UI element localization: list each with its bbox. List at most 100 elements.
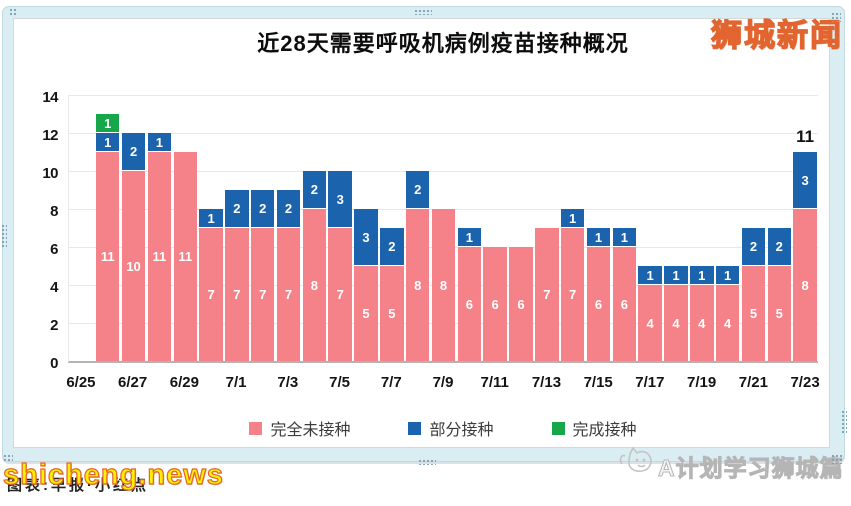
bar-segment[interactable]: 8	[431, 209, 456, 361]
bars-container: 11 1 1 10 2 11 1 11 7 1 7 2 7 2 7 2 8 2 7 3 5 3 5 2 8 2 8 6 1 6 6 7 7 1 6 1…	[69, 95, 818, 361]
selection-grip-right-middle[interactable]	[841, 410, 847, 433]
bar-segment[interactable]: 3	[354, 209, 378, 266]
x-tick-label: 6/27	[118, 374, 148, 391]
bar-segment[interactable]: 1	[560, 209, 585, 228]
x-tick-label: 6/25	[66, 374, 96, 391]
bar-segment[interactable]: 1	[715, 266, 740, 285]
bar-segment[interactable]: 6	[509, 247, 533, 361]
y-tick-label: 12	[42, 127, 58, 144]
bar-segment[interactable]: 11	[147, 152, 172, 361]
bar-segment[interactable]: 2	[405, 171, 430, 209]
bar-segment[interactable]: 2	[250, 190, 275, 228]
bar-segment[interactable]: 1	[96, 114, 120, 133]
plot-area[interactable]: 11 1 1 10 2 11 1 11 7 1 7 2 7 2 7 2 8 2 7 3 5 3 5 2 8 2 8 6 1 6 6 7 7 1 6 1…	[68, 95, 818, 363]
legend-label: 部分接种	[429, 422, 494, 439]
bar-segment[interactable]: 11	[96, 152, 120, 361]
bar-segment[interactable]: 2	[225, 190, 249, 228]
bar-segment[interactable]: 7	[225, 228, 249, 361]
bar-segment[interactable]: 7	[328, 228, 352, 361]
x-tick-label: 7/13	[531, 374, 562, 391]
x-tick-label: 7/7	[380, 374, 402, 391]
bar-segment[interactable]: 4	[715, 285, 740, 361]
bar-segment[interactable]: 7	[560, 228, 585, 361]
bar-segment[interactable]: 1	[586, 228, 611, 247]
bar-6-26: 11 1 1	[95, 95, 121, 361]
bar-segment[interactable]: 10	[121, 171, 146, 361]
x-tick-label: 7/3	[277, 374, 299, 391]
bar-segment[interactable]: 5	[767, 266, 791, 361]
legend-swatch	[551, 421, 565, 435]
y-tick-label: 10	[42, 165, 58, 182]
x-tick-label: 7/5	[329, 374, 350, 391]
bar-segment[interactable]: 3	[793, 152, 817, 209]
bar-segment[interactable]: 1	[96, 133, 120, 152]
bar-segment[interactable]: 1	[147, 133, 172, 152]
x-tick-label: 7/9	[432, 374, 454, 391]
bar-segment[interactable]: 7	[199, 228, 223, 361]
selection-grip-top-right[interactable]	[831, 12, 841, 22]
bar-segment[interactable]: 8	[793, 209, 817, 361]
bar-segment[interactable]: 5	[354, 266, 378, 361]
bar-segment[interactable]: 5	[380, 266, 404, 361]
chart-credit-text: 图表:早报·小红点	[7, 477, 149, 494]
bar-segment[interactable]: 8	[405, 209, 430, 361]
bar-total-label: 11	[796, 127, 815, 146]
bar-segment[interactable]: 6	[483, 247, 507, 361]
bar-segment[interactable]: 11	[173, 152, 197, 361]
legend-item[interactable]: 完成接种	[551, 416, 637, 440]
bar-segment[interactable]: 1	[690, 266, 714, 285]
bar-6-28: 11 1	[146, 95, 172, 361]
bar-segment[interactable]: 7	[276, 228, 301, 361]
bar-segment[interactable]: 3	[328, 171, 352, 228]
bar-segment[interactable]: 1	[457, 228, 482, 247]
selection-grip-bottom-middle[interactable]	[418, 459, 436, 465]
x-tick-label: 7/15	[583, 374, 613, 391]
site-logo-watermark: 狮城新闻	[710, 17, 843, 53]
bar-segment[interactable]: 6	[457, 247, 482, 361]
bar-7-13: 7	[534, 95, 560, 361]
x-tick-label: 7/19	[687, 374, 717, 391]
y-tick-label: 0	[50, 355, 58, 372]
x-axis: 6/25 6/27 6/29 7/1 7/3 7/5 7/7 7/9 7/11 7/13 7/15 7…	[66, 374, 819, 396]
bar-segment[interactable]: 7	[250, 228, 275, 361]
bar-segment[interactable]: 7	[535, 228, 559, 361]
bar-segment[interactable]: 2	[302, 171, 327, 209]
legend-swatch	[408, 421, 422, 435]
bar-6-25	[69, 95, 95, 361]
bar-segment[interactable]: 6	[586, 247, 611, 361]
selection-grip-top-left[interactable]	[9, 8, 18, 17]
chart-title[interactable]: 近28天需要呼吸机病例疫苗接种概况	[257, 31, 629, 56]
legend: 完全未接种 部分接种 完成接种	[68, 416, 818, 440]
bar-segment[interactable]: 1	[612, 228, 637, 247]
selection-grip-left-middle[interactable]	[1, 224, 7, 247]
bar-segment[interactable]: 2	[121, 133, 146, 171]
legend-item[interactable]: 部分接种	[408, 416, 494, 440]
bar-segment[interactable]: 2	[380, 228, 404, 266]
bar-segment[interactable]: 1	[664, 266, 688, 285]
bar-segment[interactable]: 2	[741, 228, 766, 266]
bar-segment[interactable]: 4	[638, 285, 662, 361]
y-tick-label: 14	[42, 89, 58, 106]
bar-segment[interactable]: 1	[199, 209, 223, 228]
selection-grip-bottom-left[interactable]	[3, 454, 13, 462]
bar-6-29: 11	[172, 95, 198, 361]
bar-segment[interactable]: 2	[276, 190, 301, 228]
selection-grip-top-middle[interactable]	[414, 9, 432, 15]
bar-segment[interactable]: 6	[612, 247, 637, 361]
bar-segment[interactable]: 5	[741, 266, 766, 361]
bar-segment[interactable]: 4	[690, 285, 714, 361]
bar-segment[interactable]: 4	[664, 285, 688, 361]
cat-doodle-icon	[618, 444, 656, 481]
legend-item[interactable]: 完全未接种	[249, 416, 350, 440]
bar-segment[interactable]: 8	[302, 209, 327, 361]
selection-grip-bottom-right[interactable]	[831, 454, 843, 464]
bar-segment[interactable]: 2	[767, 228, 791, 266]
bar-segment[interactable]: 1	[638, 266, 662, 285]
x-tick-label: 7/17	[635, 374, 665, 391]
x-tick-label: 7/1	[225, 374, 247, 391]
